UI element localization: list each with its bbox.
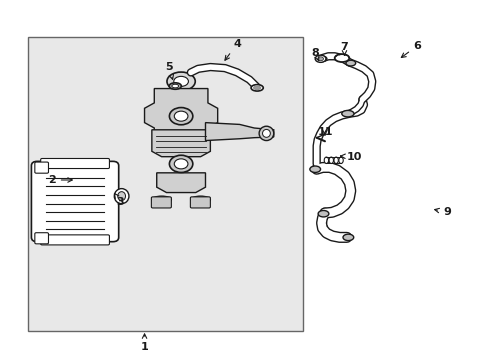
Ellipse shape — [318, 211, 328, 217]
FancyBboxPatch shape — [27, 37, 303, 330]
FancyBboxPatch shape — [35, 233, 48, 244]
FancyBboxPatch shape — [41, 158, 109, 168]
Ellipse shape — [152, 196, 171, 203]
Text: 5: 5 — [165, 62, 173, 79]
Ellipse shape — [169, 83, 181, 89]
Text: 2: 2 — [48, 175, 72, 185]
FancyBboxPatch shape — [35, 162, 48, 173]
Ellipse shape — [190, 196, 210, 203]
Ellipse shape — [338, 157, 343, 163]
Ellipse shape — [315, 55, 325, 62]
FancyBboxPatch shape — [190, 197, 210, 208]
Ellipse shape — [169, 155, 192, 172]
Ellipse shape — [114, 189, 129, 204]
Ellipse shape — [118, 192, 125, 201]
Ellipse shape — [334, 54, 348, 62]
Text: 11: 11 — [317, 127, 332, 136]
Text: 8: 8 — [311, 48, 319, 61]
Ellipse shape — [345, 60, 355, 66]
Ellipse shape — [342, 234, 353, 240]
Ellipse shape — [174, 111, 187, 121]
Polygon shape — [152, 130, 210, 157]
Ellipse shape — [171, 84, 178, 88]
Ellipse shape — [317, 57, 323, 61]
Ellipse shape — [259, 126, 273, 140]
Text: 1: 1 — [141, 334, 148, 352]
Ellipse shape — [328, 157, 333, 163]
Ellipse shape — [253, 86, 260, 90]
Text: 3: 3 — [114, 193, 124, 207]
Ellipse shape — [173, 76, 188, 86]
Ellipse shape — [316, 56, 326, 62]
Text: 7: 7 — [340, 42, 347, 55]
Ellipse shape — [309, 166, 320, 172]
Ellipse shape — [174, 159, 187, 169]
Ellipse shape — [250, 85, 263, 91]
Text: 6: 6 — [401, 41, 421, 58]
Ellipse shape — [169, 108, 192, 125]
Polygon shape — [144, 89, 217, 144]
Polygon shape — [157, 173, 205, 193]
Ellipse shape — [324, 157, 328, 163]
Ellipse shape — [262, 130, 270, 137]
Text: 10: 10 — [340, 152, 361, 162]
FancyBboxPatch shape — [151, 197, 171, 208]
FancyBboxPatch shape — [41, 235, 109, 245]
Ellipse shape — [341, 111, 353, 117]
FancyBboxPatch shape — [31, 161, 119, 242]
Text: 9: 9 — [434, 207, 450, 217]
Ellipse shape — [166, 72, 195, 91]
Polygon shape — [205, 123, 273, 140]
Ellipse shape — [333, 157, 338, 163]
Text: 4: 4 — [224, 39, 241, 60]
